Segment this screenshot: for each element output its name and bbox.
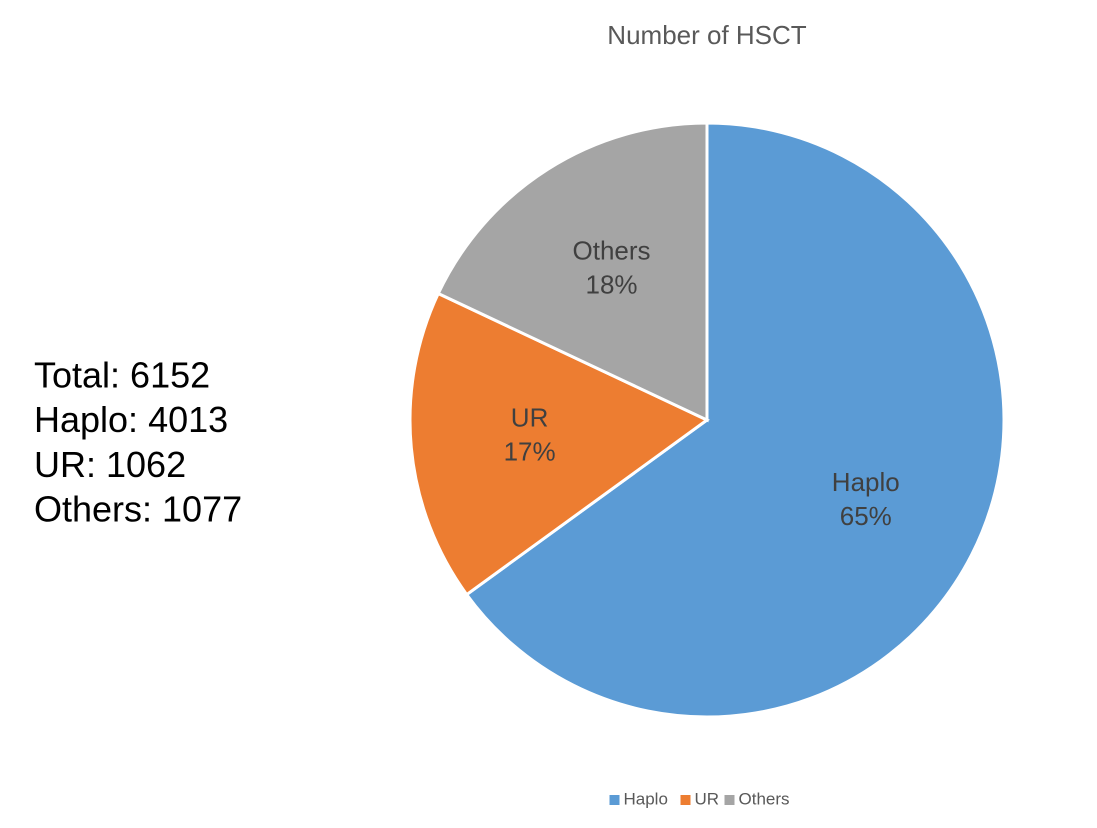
slice-category-label: UR bbox=[511, 403, 549, 433]
pie-slice bbox=[436, 121, 709, 423]
legend-swatch bbox=[680, 795, 691, 805]
legend-swatch bbox=[724, 795, 735, 805]
legend-swatch bbox=[609, 795, 620, 805]
slice-value-label: 18% bbox=[585, 269, 637, 299]
pie-slice bbox=[464, 121, 1006, 719]
annotation: Others: 1077 bbox=[34, 489, 242, 530]
annotation: UR: 1062 bbox=[34, 444, 186, 485]
annotation: Haplo: 4013 bbox=[34, 399, 228, 440]
pie-slice bbox=[408, 291, 710, 597]
slice-value-label: 17% bbox=[504, 437, 556, 467]
legend-label: Others bbox=[739, 789, 790, 808]
legend-label: Haplo bbox=[624, 789, 668, 808]
slice-category-label: Haplo bbox=[832, 467, 900, 497]
legend-label: UR bbox=[695, 789, 720, 808]
slice-category-label: Others bbox=[573, 235, 651, 265]
slice-value-label: 65% bbox=[840, 501, 892, 531]
chart-title: Number of HSCT bbox=[607, 20, 806, 50]
annotation: Total: 6152 bbox=[34, 355, 210, 396]
